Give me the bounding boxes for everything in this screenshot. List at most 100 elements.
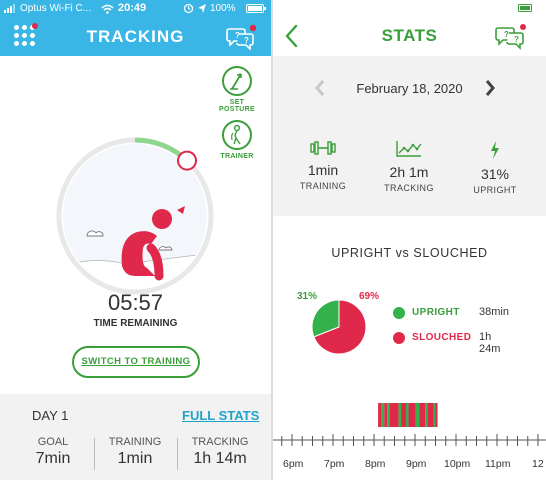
line-graph-icon bbox=[396, 141, 422, 157]
timeline-segment-upright bbox=[415, 403, 420, 427]
trainer-label: TRAINER bbox=[220, 153, 254, 160]
back-chevron-icon[interactable] bbox=[281, 22, 303, 50]
alarm-icon bbox=[183, 3, 194, 14]
trainer-icon bbox=[231, 124, 241, 145]
tracking-label: TRACKING bbox=[191, 436, 249, 448]
training-stat: TRAINING 1min bbox=[102, 436, 168, 468]
set-posture-icon bbox=[230, 73, 242, 90]
clock: 20:49 bbox=[118, 2, 147, 14]
carrier-name: Optus Wi-Fi C... bbox=[20, 3, 92, 14]
timeline-segment-upright bbox=[398, 403, 402, 427]
training-total-label: TRAINING bbox=[299, 181, 347, 191]
training-label: TRAINING bbox=[108, 436, 162, 448]
status-bar: Optus Wi-Fi C... 20:49 100% bbox=[0, 0, 271, 18]
tracking-screen: Optus Wi-Fi C... 20:49 100% TRACKING ? bbox=[0, 0, 271, 480]
divider bbox=[94, 438, 95, 470]
stats-screen: STATS ? ? February 18, 2020 bbox=[273, 0, 546, 480]
page-title: STATS bbox=[381, 26, 438, 45]
tracking-value: 1h 14m bbox=[193, 450, 247, 467]
legend-label: SLOUCHED bbox=[412, 332, 472, 343]
training-total: 1min bbox=[307, 162, 339, 178]
training-summary: 1min TRAINING bbox=[283, 140, 363, 191]
upright-percent: 31% bbox=[480, 166, 510, 182]
day-summary-panel: DAY 1 FULL STATS GOAL 7min TRAINING 1min… bbox=[0, 394, 271, 480]
stats-header: STATS ? ? bbox=[273, 18, 546, 54]
svg-text:?: ? bbox=[504, 30, 509, 39]
chat-help-icon[interactable]: ? ? bbox=[495, 22, 527, 50]
posture-timer-dial bbox=[56, 137, 214, 295]
signal-icon bbox=[4, 4, 15, 13]
menu-grid-icon[interactable] bbox=[14, 23, 38, 47]
timeline-segment-upright bbox=[381, 403, 385, 427]
wifi-icon bbox=[101, 4, 114, 14]
tracking-header: TRACKING ? ? bbox=[0, 18, 271, 56]
chat-help-icon[interactable]: ? ? bbox=[226, 24, 256, 50]
goal-label: GOAL bbox=[37, 436, 69, 448]
timeline-tick-label: 10pm bbox=[444, 458, 471, 470]
cloud-icon bbox=[86, 230, 104, 237]
cloud-icon bbox=[158, 246, 173, 251]
upright-summary: 31% UPRIGHT bbox=[455, 140, 535, 195]
timeline-tick-label: 8pm bbox=[365, 458, 386, 470]
posture-timeline[interactable]: 6pm 7pm 8pm 9pm 10pm 11pm 12 bbox=[273, 396, 546, 480]
notification-dot bbox=[32, 23, 38, 29]
next-day-icon[interactable] bbox=[483, 78, 497, 98]
breakdown-title: UPRIGHT vs SLOUCHED bbox=[331, 246, 488, 260]
tracking-total-label: TRACKING bbox=[384, 183, 434, 193]
location-icon bbox=[198, 4, 206, 13]
selected-date: February 18, 2020 bbox=[356, 81, 463, 96]
timeline-segment-slouched bbox=[419, 403, 426, 427]
pie-slice-slouched bbox=[313, 299, 367, 355]
svg-text:?: ? bbox=[244, 36, 249, 45]
timer-knob[interactable] bbox=[177, 150, 198, 171]
timeline-chart bbox=[273, 403, 546, 446]
date-selector: February 18, 2020 bbox=[273, 76, 546, 102]
svg-text:?: ? bbox=[235, 31, 240, 40]
screen-divider bbox=[271, 0, 273, 480]
goal-value: 7min bbox=[35, 450, 71, 467]
timeline-segment-slouched bbox=[435, 403, 438, 427]
battery-icon bbox=[246, 4, 266, 13]
tracking-stat: TRACKING 1h 14m bbox=[182, 436, 258, 468]
legend-dot bbox=[393, 332, 405, 344]
timeline-tick-label: 11pm bbox=[485, 458, 511, 470]
legend-value: 38min bbox=[479, 306, 509, 318]
goal-stat: GOAL 7min bbox=[22, 436, 84, 468]
dumbbell-icon bbox=[310, 141, 336, 155]
tracking-summary: 2h 1m TRACKING bbox=[369, 140, 449, 193]
lightning-icon bbox=[491, 141, 499, 159]
set-posture-button[interactable]: SET POSTURE bbox=[212, 66, 262, 113]
timeline-segment-slouched bbox=[378, 403, 382, 427]
timeline-segment-upright bbox=[425, 403, 428, 427]
legend-label: UPRIGHT bbox=[412, 307, 460, 318]
timeline-segment-upright bbox=[433, 403, 436, 427]
battery-percent: 100% bbox=[210, 3, 236, 14]
direction-arrow-icon bbox=[177, 206, 185, 214]
upright-percent-label: UPRIGHT bbox=[473, 185, 517, 195]
timeline-segment-upright bbox=[405, 403, 409, 427]
time-remaining-label: TIME REMAINING bbox=[93, 318, 178, 329]
upright-pie-label: 31% bbox=[297, 291, 318, 302]
timeline-segment-slouched bbox=[389, 403, 399, 427]
battery-icon bbox=[518, 4, 532, 12]
trainer-button[interactable]: TRAINER bbox=[212, 120, 262, 160]
full-stats-link[interactable]: FULL STATS bbox=[182, 408, 260, 423]
legend-dot bbox=[393, 307, 405, 319]
tracking-total: 2h 1m bbox=[389, 164, 429, 180]
daily-stats-panel: February 18, 2020 1min TRAINING bbox=[273, 56, 546, 216]
divider bbox=[177, 438, 178, 470]
timeline-segment-slouched bbox=[384, 403, 388, 427]
svg-text:?: ? bbox=[514, 35, 519, 44]
slouched-figure-icon bbox=[121, 209, 172, 281]
timeline-segment-upright bbox=[387, 403, 390, 427]
timeline-tick-label: 12 bbox=[532, 458, 544, 470]
legend-value: 1h 24m bbox=[479, 331, 501, 355]
upright-slouched-pie-chart bbox=[311, 299, 367, 355]
time-remaining-value: 05:57 bbox=[107, 290, 164, 315]
set-posture-label: SET POSTURE bbox=[219, 99, 255, 113]
timeline-segment-slouched bbox=[401, 403, 406, 427]
slouched-pie-label: 69% bbox=[359, 291, 380, 302]
previous-day-icon[interactable] bbox=[313, 78, 327, 98]
switch-to-training-button[interactable]: SWITCH TO TRAINING bbox=[72, 346, 200, 378]
timeline-tick-label: 9pm bbox=[406, 458, 427, 470]
